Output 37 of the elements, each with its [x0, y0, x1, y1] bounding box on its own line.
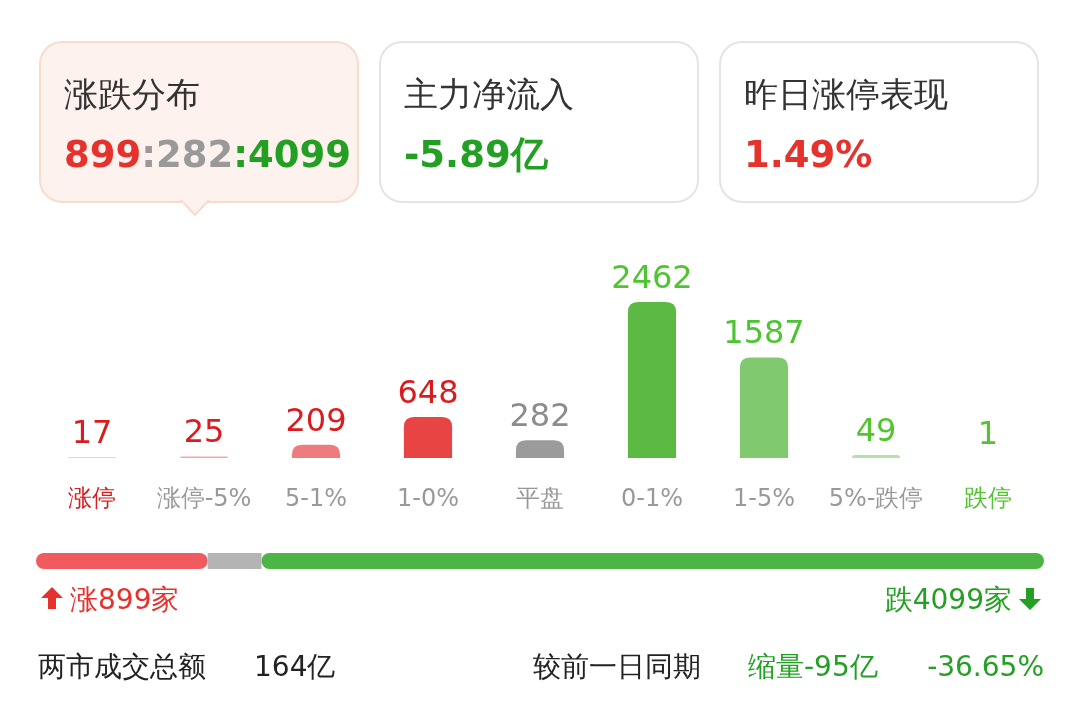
bar [739, 357, 789, 458]
x-tick-label: 涨停 [68, 484, 116, 512]
x-tick-label: 跌停 [964, 484, 1012, 512]
text: 899:282:4099 [64, 133, 352, 176]
x-tick-label: 1-0% [396, 484, 460, 512]
x-tick-label: 0-1% [620, 484, 684, 512]
data-label: 17 [71, 412, 113, 451]
text: 缩量-95亿 [748, 650, 878, 683]
data-label: 1 [977, 413, 999, 452]
text: 两市成交总额 [38, 650, 206, 683]
x-tick-label: 平盘 [516, 484, 564, 512]
x-tick-label: 涨停-5% [156, 484, 252, 512]
text: 涨跌分布 [64, 74, 200, 114]
bar [291, 444, 341, 458]
data-label: 282 [509, 396, 571, 435]
bar [851, 454, 901, 458]
x-tick-label: 5-1% [284, 484, 348, 512]
text: -5.89亿 [404, 133, 549, 176]
data-label: 209 [285, 400, 347, 439]
data-label: 25 [183, 412, 225, 451]
data-label: 49 [855, 410, 897, 449]
x-tick-label: 1-5% [732, 484, 796, 512]
text: 跌4099家 [884, 583, 1012, 616]
text: 主力净流入 [404, 74, 574, 114]
x-tick-label: 5%-跌停 [828, 484, 924, 512]
data-label: 648 [397, 372, 459, 411]
text: 昨日涨停表现 [744, 74, 948, 114]
data-label: 2462 [611, 258, 693, 296]
bar [515, 440, 565, 458]
bar [403, 416, 453, 458]
text: 较前一日同期 [533, 650, 701, 683]
bar [627, 302, 677, 458]
text: -36.65% [927, 650, 1044, 683]
text: 1.49% [744, 133, 873, 176]
text: 涨899家 [70, 583, 180, 616]
data-label: 1587 [723, 313, 805, 352]
text: 164亿 [254, 650, 336, 683]
